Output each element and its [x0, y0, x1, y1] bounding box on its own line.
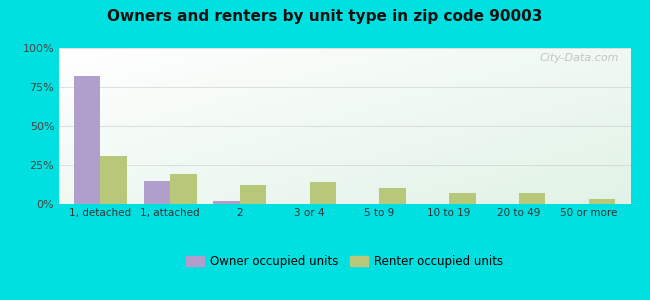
Text: Owners and renters by unit type in zip code 90003: Owners and renters by unit type in zip c… — [107, 9, 543, 24]
Bar — [309, 182, 336, 204]
Legend: Owner occupied units, Renter occupied units: Owner occupied units, Renter occupied un… — [181, 250, 508, 273]
Bar — [240, 185, 266, 204]
Bar — [100, 156, 127, 204]
Bar — [213, 201, 240, 204]
Bar — [170, 174, 196, 204]
Bar — [380, 188, 406, 204]
Bar — [144, 181, 170, 204]
Text: City-Data.com: City-Data.com — [540, 53, 619, 63]
Bar — [74, 76, 100, 204]
Bar — [519, 193, 545, 204]
Bar — [449, 193, 476, 204]
Bar — [589, 199, 615, 204]
